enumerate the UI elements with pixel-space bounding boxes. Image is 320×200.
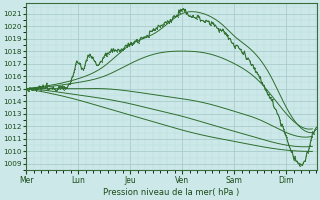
X-axis label: Pression niveau de la mer( hPa ): Pression niveau de la mer( hPa ) xyxy=(103,188,239,197)
